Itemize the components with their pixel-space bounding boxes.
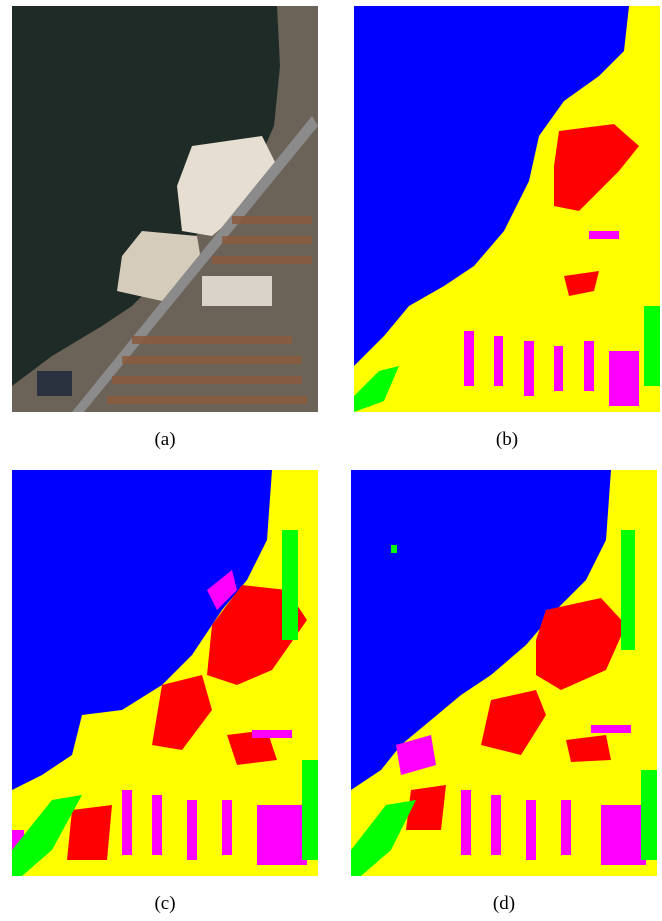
caption-d: (d) <box>492 893 516 914</box>
caption-a: (a) <box>154 429 176 450</box>
panel-d-classification-map <box>351 470 657 876</box>
panel-a-satellite-image <box>12 6 318 412</box>
panel-c-classification-map <box>12 470 318 876</box>
panel-b-classification-map <box>354 6 660 412</box>
caption-b: (b) <box>495 429 519 450</box>
caption-c: (c) <box>154 893 176 914</box>
